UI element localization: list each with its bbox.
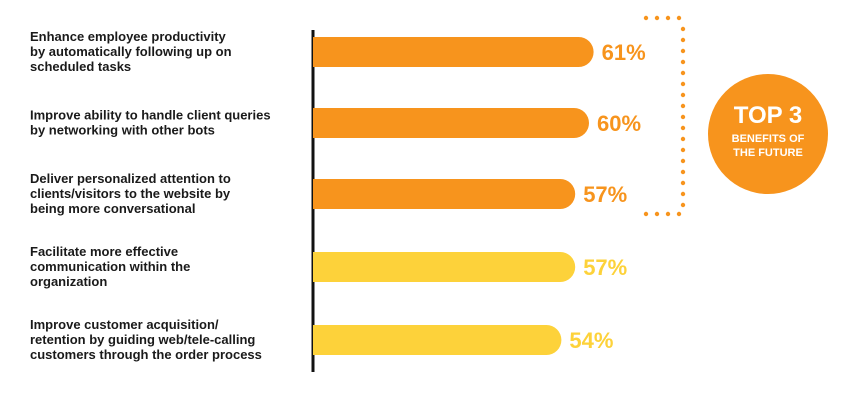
category-label-2-line-2: by networking with other bots xyxy=(30,123,215,138)
bracket-dot xyxy=(654,211,660,217)
category-label-3-line-1: Deliver personalized attention to xyxy=(30,171,231,186)
bar-1 xyxy=(313,37,594,67)
bracket-dot xyxy=(665,211,671,217)
bar-4 xyxy=(313,252,576,282)
top3-bracket xyxy=(643,15,686,217)
bracket-dot xyxy=(680,180,686,186)
bracket-dot xyxy=(680,202,686,208)
category-label-1-line-2: by automatically following up on xyxy=(30,44,232,59)
bracket-dot xyxy=(676,211,682,217)
bracket-dot xyxy=(680,147,686,153)
value-label-2: 60% xyxy=(597,111,641,136)
category-label-4-line-1: Facilitate more effective xyxy=(30,244,178,259)
bars-layer: 61% 60% 57% 57% 54% xyxy=(313,37,646,355)
value-label-3: 57% xyxy=(583,182,627,207)
category-label-4-line-2: communication within the xyxy=(30,259,190,274)
value-label-1: 61% xyxy=(602,40,646,65)
category-label-5-line-3: customers through the order process xyxy=(30,347,262,362)
bracket-dot xyxy=(665,15,671,21)
bar-5 xyxy=(313,325,562,355)
bracket-dot xyxy=(680,70,686,76)
category-label-2-line-1: Improve ability to handle client queries xyxy=(30,108,271,123)
bracket-dot xyxy=(680,103,686,109)
category-label-3-line-2: clients/visitors to the website by xyxy=(30,186,231,201)
bar-2 xyxy=(313,108,589,138)
bracket-dot xyxy=(643,211,649,217)
value-label-4: 57% xyxy=(583,255,627,280)
bracket-dot xyxy=(680,37,686,43)
bracket-dot xyxy=(680,26,686,32)
bracket-dot xyxy=(680,59,686,65)
badge-circle xyxy=(708,74,828,194)
bracket-dot xyxy=(680,92,686,98)
category-label-5-line-1: Improve customer acquisition/ xyxy=(30,317,219,332)
bracket-dot xyxy=(680,114,686,120)
badge-title: TOP 3 xyxy=(734,102,802,129)
bracket-dot xyxy=(680,158,686,164)
bracket-dot xyxy=(654,15,660,21)
bracket-dot xyxy=(680,81,686,87)
category-label-1-line-1: Enhance employee productivity xyxy=(30,29,227,44)
bracket-dot xyxy=(680,191,686,197)
bracket-dot xyxy=(680,48,686,54)
category-label-4-line-3: organization xyxy=(30,274,107,289)
top3-badge: TOP 3 BENEFITS OF THE FUTURE xyxy=(708,74,828,194)
bar-3 xyxy=(313,179,576,209)
category-label-3-line-3: being more conversational xyxy=(30,201,195,216)
badge-subtitle-line-1: BENEFITS OF xyxy=(732,133,805,145)
bracket-dot xyxy=(680,125,686,131)
category-label-1-line-3: scheduled tasks xyxy=(30,59,131,74)
value-label-5: 54% xyxy=(569,328,613,353)
badge-subtitle-line-2: THE FUTURE xyxy=(733,147,803,159)
bracket-dot xyxy=(643,15,649,21)
bracket-dot xyxy=(676,15,682,21)
bracket-dot xyxy=(680,136,686,142)
category-label-5-line-2: retention by guiding web/tele-calling xyxy=(30,332,255,347)
bracket-dot xyxy=(680,169,686,175)
